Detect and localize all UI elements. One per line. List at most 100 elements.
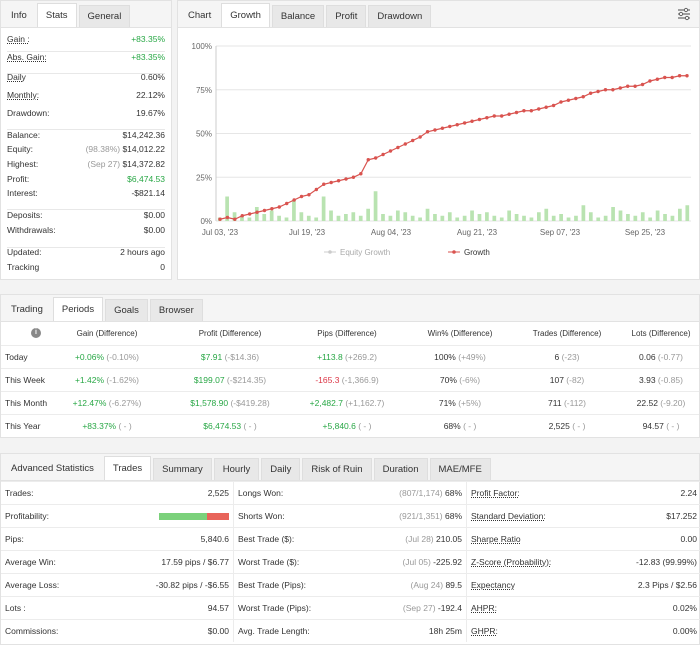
equity-bar — [232, 212, 237, 221]
equity-bar — [277, 215, 281, 221]
period-value: $1,578.90 — [190, 398, 229, 408]
growth-point — [285, 201, 289, 206]
tab-browser[interactable]: Browser — [149, 299, 203, 321]
period-value: 22.52 — [636, 398, 658, 408]
period-diff: (-0.77) — [655, 352, 683, 362]
tab-advanced-statistics[interactable]: Advanced Statistics — [11, 463, 94, 474]
equity-bar — [240, 215, 244, 221]
column-header: Trades (Difference) — [532, 329, 602, 338]
info-label[interactable]: Gain : — [7, 34, 30, 44]
tab-duration[interactable]: Duration — [373, 458, 428, 480]
growth-point — [255, 210, 259, 214]
stat-label[interactable]: GHPR: — [471, 626, 498, 636]
growth-point — [551, 103, 556, 108]
growth-point — [648, 79, 652, 83]
info-value: $14,242.36 — [122, 130, 165, 140]
period-value: $6,474.53 — [203, 421, 242, 431]
info-value-wrap: $0.00 — [144, 210, 165, 220]
stat-value-wrap: (Aug 24) 89.5 — [410, 580, 462, 590]
period-cell: -165.3 (-1,366.9) — [287, 375, 407, 385]
legend-growth: Growth — [464, 248, 490, 257]
tab-drawdown[interactable]: Drawdown — [368, 5, 432, 27]
stat-value-wrap: 94.57 — [208, 603, 229, 613]
tab-chart[interactable]: Chart — [188, 10, 212, 21]
period-cell: 0.06 (-0.77) — [601, 352, 700, 362]
growth-point — [596, 89, 600, 94]
y-tick-label: 25% — [196, 173, 212, 182]
stat-value: 210.05 — [436, 534, 462, 544]
stat-label: Average Loss: — [5, 580, 60, 590]
info-value-wrap: 0.60% — [141, 72, 165, 82]
growth-point — [329, 180, 333, 185]
tab-trades[interactable]: Trades — [103, 456, 152, 480]
x-tick-label: Sep 25, '23 — [625, 228, 666, 237]
chart-tabbar: Chart Growth Balance Profit Drawdown — [178, 1, 699, 28]
info-row: Daily 0.60% — [7, 70, 165, 84]
stat-note: (921/1,351) — [399, 511, 445, 521]
period-diff: (+1,162.7) — [342, 398, 385, 408]
equity-bar — [225, 196, 229, 221]
stat-value: 68% — [444, 488, 462, 498]
equity-bar — [329, 210, 333, 221]
stat-label[interactable]: Z-Score (Probability): — [471, 557, 552, 567]
info-row: Drawdown: 19.67% — [7, 106, 165, 120]
column-header: Lots (Difference) — [631, 329, 691, 338]
info-value-wrap: +83.35% — [131, 34, 165, 44]
info-row: Equity: (98.38%) $14,012.22 — [7, 142, 165, 156]
period-diff: (-112) — [561, 398, 586, 408]
tab-goals[interactable]: Goals — [105, 299, 148, 321]
tab-profit[interactable]: Profit — [326, 5, 367, 27]
equity-bar — [284, 217, 289, 221]
growth-point — [448, 124, 452, 129]
tab-balance[interactable]: Balance — [271, 5, 325, 27]
tab-daily[interactable]: Daily — [261, 458, 301, 480]
tab-mae-mfe[interactable]: MAE/MFE — [429, 458, 491, 480]
stat-row: Standard Deviation: $17.252 — [466, 504, 700, 527]
period-row: This Year +83.37% ( - ) $6,474.53 ( - ) +5,… — [1, 414, 699, 437]
period-diff: ( - ) — [355, 421, 372, 431]
tab-growth[interactable]: Growth — [221, 3, 270, 27]
stat-value-wrap: (Jul 05) -225.92 — [402, 557, 462, 567]
stat-row: Worst Trade (Pips): (Sep 27) -192.4 — [233, 596, 466, 619]
period-value: $7.91 — [200, 352, 223, 362]
tab-stats[interactable]: Stats — [36, 3, 77, 27]
info-row: Updated: 2 hours ago — [7, 245, 165, 259]
tab-periods[interactable]: Periods — [52, 297, 104, 321]
info-label[interactable]: Monthly: — [7, 90, 40, 100]
stat-value: -225.92 — [433, 557, 462, 567]
growth-point — [492, 114, 496, 118]
equity-bar — [640, 212, 645, 221]
info-icon[interactable]: i — [31, 328, 41, 338]
info-label[interactable]: Abs. Gain: — [7, 52, 47, 62]
tab-risk-of-ruin[interactable]: Risk of Ruin — [302, 458, 372, 480]
stat-label[interactable]: Sharpe Ratio — [471, 534, 521, 544]
stat-label[interactable]: Profit Factor: — [471, 488, 520, 498]
stat-label[interactable]: Standard Deviation: — [471, 511, 546, 521]
x-tick-label: Aug 04, '23 — [371, 228, 412, 237]
info-value-wrap: +83.35% — [131, 52, 165, 62]
stat-value-wrap: (807/1,174) 68% — [399, 488, 462, 498]
stat-value: 2,525 — [207, 488, 229, 498]
tab-info[interactable]: Info — [11, 10, 27, 21]
period-cell: +113.8 (+269.2) — [287, 352, 407, 362]
growth-point — [544, 105, 548, 109]
tab-summary[interactable]: Summary — [153, 458, 212, 480]
stat-label[interactable]: Expectancy — [471, 580, 515, 590]
tab-general[interactable]: General — [78, 5, 131, 27]
info-label[interactable]: Daily — [7, 72, 26, 82]
info-label: Withdrawals: — [7, 225, 56, 235]
equity-bar — [544, 208, 549, 221]
column-header: Win% (Difference) — [427, 329, 493, 338]
info-note: (98.38%) — [85, 144, 123, 154]
info-value: 2 hours ago — [120, 247, 165, 257]
sliders-icon[interactable] — [677, 7, 691, 21]
equity-bar — [588, 212, 593, 221]
period-diff: ( - ) — [569, 421, 586, 431]
equity-bar — [663, 214, 667, 221]
equity-bar — [418, 217, 422, 221]
tab-trading[interactable]: Trading — [11, 304, 43, 315]
tab-hourly[interactable]: Hourly — [213, 458, 260, 480]
period-cell: 6 (-23) — [507, 352, 627, 362]
stat-label[interactable]: AHPR: — [471, 603, 497, 613]
stat-row: Average Win: 17.59 pips / $6.77 — [1, 550, 233, 573]
